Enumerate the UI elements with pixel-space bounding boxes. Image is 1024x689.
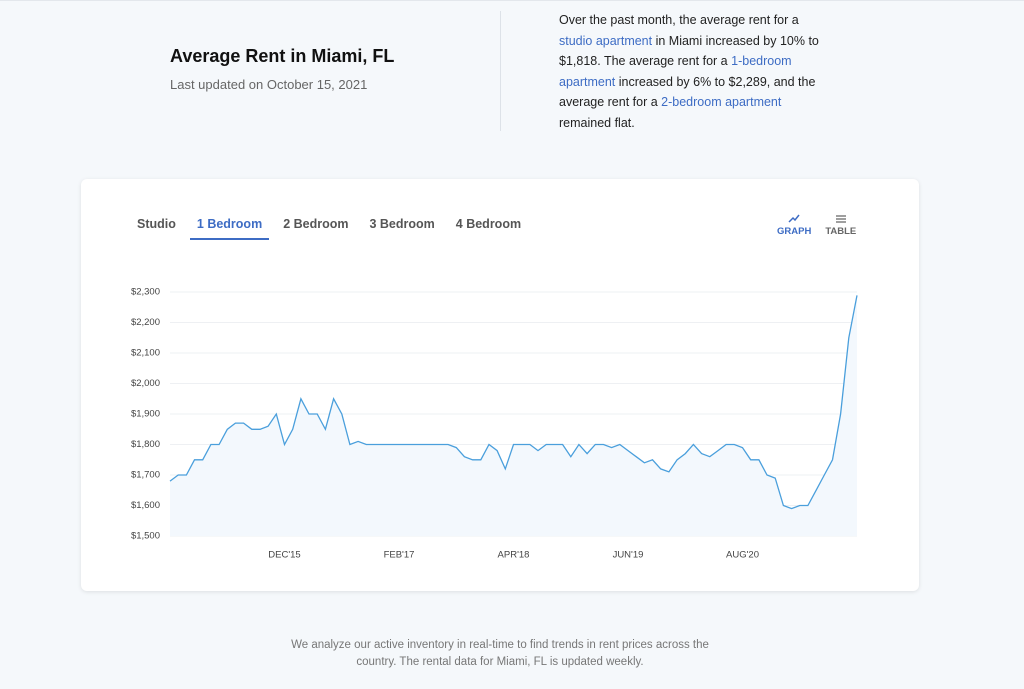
- link[interactable]: 1-bedroom apartment: [559, 54, 792, 89]
- tab[interactable]: 2 Bedroom: [283, 217, 349, 231]
- view-button[interactable]: TABLE: [825, 212, 856, 237]
- tab[interactable]: 3 Bedroom: [369, 217, 435, 231]
- area: [170, 295, 857, 536]
- text: remained flat.: [559, 115, 635, 130]
- y-tick-label: $2,100: [131, 348, 160, 359]
- y-tick-label: $2,200: [131, 317, 160, 328]
- divider: [500, 11, 501, 131]
- x-tick-label: AUG'20: [726, 550, 759, 561]
- tab[interactable]: Studio: [137, 217, 176, 231]
- text: increased by 6% to $2,289, and the avera…: [559, 74, 816, 110]
- link[interactable]: studio apartment: [559, 33, 653, 48]
- text: in Miami increased by 10% to $1,818. The…: [559, 33, 819, 69]
- text: Over the past month, the average rent fo…: [559, 13, 799, 27]
- icon: [835, 215, 846, 223]
- view-button[interactable]: GRAPH: [777, 212, 811, 237]
- line: [169, 295, 858, 510]
- x-tick-label: FEB'17: [384, 550, 415, 561]
- last-updated: Last updated on October 15, 2021: [170, 77, 368, 92]
- y-tick-label: $1,600: [131, 500, 160, 511]
- y-tick-label: $2,300: [131, 287, 160, 298]
- view-label: GRAPH: [777, 226, 812, 237]
- tab[interactable]: 4 Bedroom: [455, 217, 522, 231]
- link[interactable]: 2-bedroom apartment: [661, 95, 782, 110]
- description: Over the past month, the average rent fo…: [559, 10, 834, 134]
- view-toggle: GRAPH TABLE: [777, 212, 856, 237]
- x-tick-label: DEC'15: [268, 550, 300, 561]
- chart-card: $1,500 $1,600 $1,700 $1,800 $1,900 $2,000 $2,1…: [81, 179, 919, 591]
- icon: [788, 214, 800, 223]
- footer-note: We analyze our active inventory in real-…: [291, 639, 709, 668]
- view-label: TABLE: [825, 226, 857, 237]
- tab[interactable]: 1 Bedroom: [189, 216, 270, 240]
- page-title: Average Rent in Miami, FL: [170, 46, 395, 66]
- y-tick-label: $1,900: [131, 409, 160, 420]
- y-tick-label: $1,700: [131, 470, 160, 481]
- chart: $1,500 $1,600 $1,700 $1,800 $1,900 $2,000 $2,1…: [131, 287, 858, 561]
- y-tick-label: $2,000: [131, 378, 160, 389]
- y-tick-label: $1,500: [131, 531, 160, 542]
- y-tick-label: $1,800: [131, 439, 160, 450]
- x-tick-label: JUN'19: [613, 550, 644, 561]
- x-tick-label: APR'18: [498, 550, 530, 561]
- tabs: Studio 1 Bedroom 2 Bedroom 3 Bedroom 4 Bedro…: [130, 216, 528, 240]
